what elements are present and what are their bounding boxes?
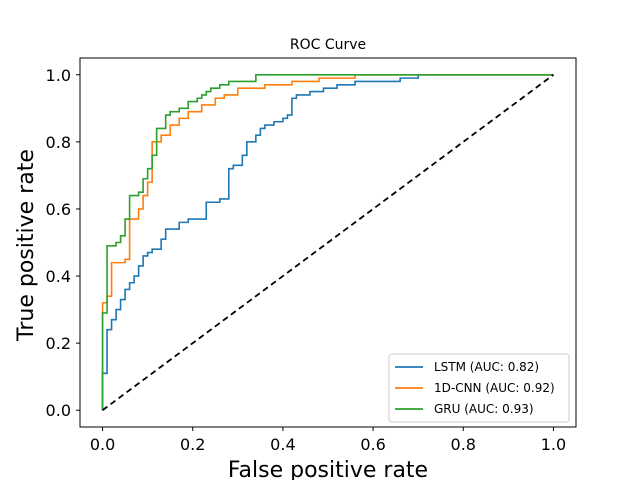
legend-label-2: GRU (AUC: 0.93) (434, 402, 534, 416)
y-tick-label-5: 1.0 (46, 66, 71, 85)
y-tick-label-0: 0.0 (46, 401, 71, 420)
legend: LSTM (AUC: 0.82) 1D-CNN (AUC: 0.92) GRU (A… (388, 353, 570, 423)
series-line-1 (101, 73, 554, 411)
y-tick-label-4: 0.8 (46, 133, 71, 152)
x-tick-label-2: 0.4 (270, 435, 295, 454)
x-tick-label-0: 0.0 (90, 435, 115, 454)
y-tick-label-1: 0.2 (46, 334, 71, 353)
x-tick-label-3: 0.6 (360, 435, 385, 454)
y-axis-ticks: 0.0 0.2 0.4 0.6 0.8 1.0 (46, 66, 80, 420)
plot-area (101, 73, 554, 411)
x-axis-ticks: 0.0 0.2 0.4 0.6 0.8 1.0 (90, 427, 566, 454)
y-tick-label-3: 0.6 (46, 200, 71, 219)
legend-box (388, 353, 570, 423)
chance-diagonal-line (102, 74, 554, 411)
series-line-0 (101, 73, 554, 411)
x-tick-label-5: 1.0 (541, 435, 566, 454)
x-tick-label-4: 0.8 (451, 435, 476, 454)
x-tick-label-1: 0.2 (180, 435, 205, 454)
y-tick-label-2: 0.4 (46, 267, 71, 286)
y-axis-label: True positive rate (14, 149, 39, 342)
plot-frame (79, 57, 577, 428)
legend-label-0: LSTM (AUC: 0.82) (434, 360, 539, 374)
series-line-2 (101, 73, 554, 411)
legend-label-1: 1D-CNN (AUC: 0.92) (434, 381, 555, 395)
chart-title: ROC Curve (290, 37, 366, 53)
x-axis-label: False positive rate (228, 458, 428, 480)
